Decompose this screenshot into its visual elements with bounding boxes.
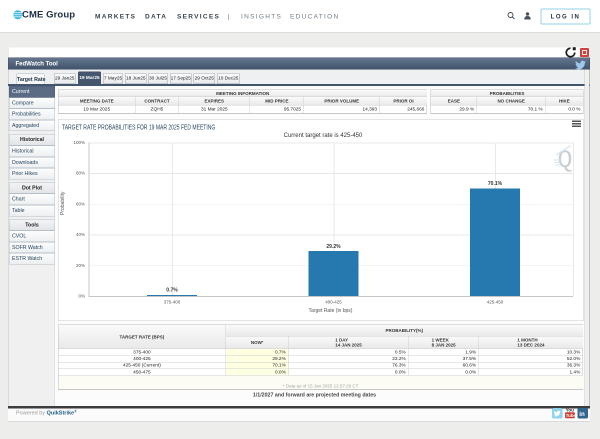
svg-text:You: You (566, 408, 574, 413)
svg-text:Tube: Tube (566, 413, 576, 418)
svg-text:in: in (579, 411, 585, 418)
